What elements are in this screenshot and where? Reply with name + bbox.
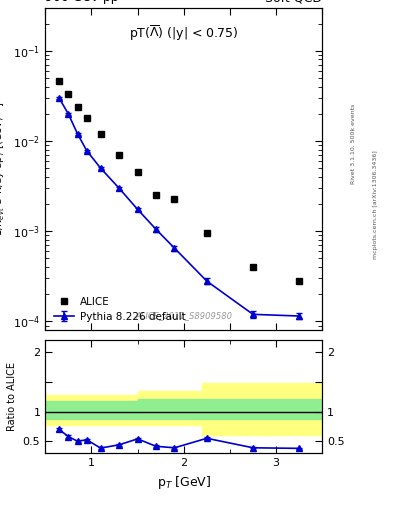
Legend: ALICE, Pythia 8.226 default: ALICE, Pythia 8.226 default (50, 293, 189, 325)
Text: mcplots.cern.ch [arXiv:1306.3436]: mcplots.cern.ch [arXiv:1306.3436] (373, 151, 378, 259)
Text: 900 GeV pp: 900 GeV pp (45, 0, 119, 5)
Text: Soft QCD: Soft QCD (265, 0, 322, 5)
Text: ALICE_2011_S8909580: ALICE_2011_S8909580 (135, 312, 232, 321)
Y-axis label: Ratio to ALICE: Ratio to ALICE (7, 362, 17, 431)
Y-axis label: 1/N$_{evt}$ d$^2$N/dy dp$_T$ [(GeV)$^{-1}$]: 1/N$_{evt}$ d$^2$N/dy dp$_T$ [(GeV)$^{-1… (0, 101, 7, 237)
X-axis label: p$_T$ [GeV]: p$_T$ [GeV] (156, 474, 211, 490)
Text: Rivet 3.1.10, 500k events: Rivet 3.1.10, 500k events (351, 103, 356, 183)
Text: pT($\overline{\Lambda}$) (|y| < 0.75): pT($\overline{\Lambda}$) (|y| < 0.75) (129, 24, 239, 43)
